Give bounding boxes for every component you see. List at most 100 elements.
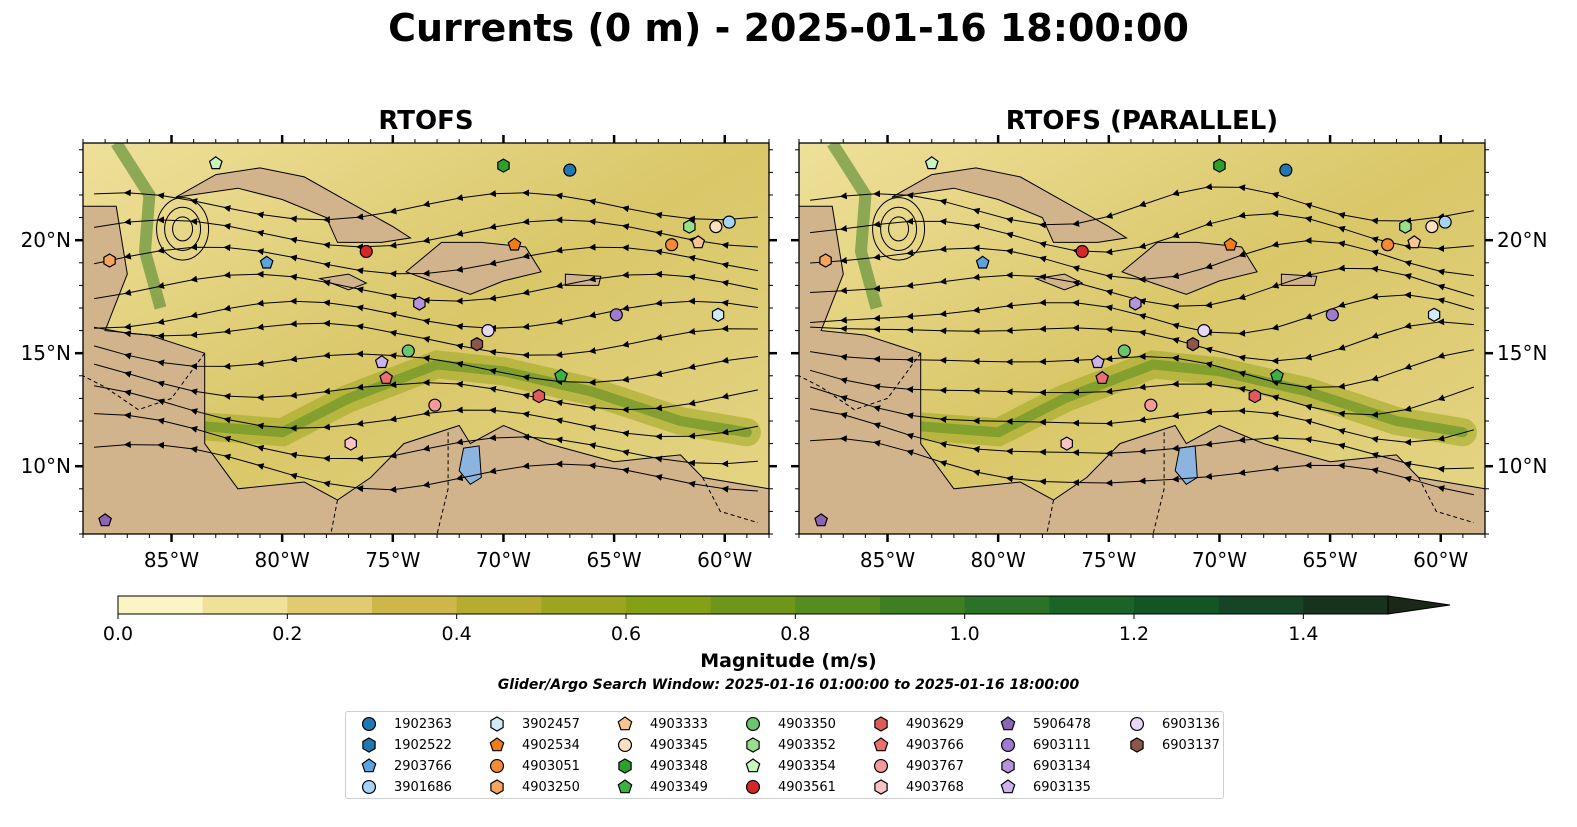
legend-marker-icon [1000,716,1016,731]
colorbar-segment [795,596,881,614]
colorbar-frame [117,595,1389,615]
eddy-streamline [880,206,918,251]
legend-item-4903352: 4903352 [744,735,836,755]
legend-marker-4903629 [874,716,888,732]
legend-marker-4903348 [618,758,632,774]
legend-item-6903135: 6903135 [999,777,1091,797]
legend-marker-icon [874,779,888,795]
colorbar-tick-label: 1.0 [950,623,980,645]
legend-item-4903051: 4903051 [488,756,580,776]
legend-label: 4903349 [650,779,708,795]
legend-item-6903111: 6903111 [999,735,1091,755]
legend-marker-1902522 [362,737,376,753]
colorbar-tick-label: 0.8 [780,623,810,645]
colorbar-tick-label: 0.6 [611,623,641,645]
float-marker-4903629 [1248,388,1262,404]
eddy-streamline [156,197,210,261]
legend-item-4903348: 4903348 [616,756,708,776]
legend-label: 6903135 [1033,779,1091,795]
legend-label: 5906478 [1033,716,1091,732]
legend-marker-6903137 [1130,737,1144,753]
legend-marker-icon [1130,737,1144,753]
legend-marker-4903349 [617,779,633,794]
float-marker-4902534 [507,237,522,251]
legend-marker-5906478 [1000,716,1016,731]
float-marker-2903766 [259,255,274,269]
legend-marker-3901686 [361,779,377,795]
legend-marker-4903352 [746,737,760,753]
country-border [1046,500,1054,534]
legend-label: 4903766 [906,737,964,753]
lon-tick-label: 80°W [971,548,1026,572]
legend-item-4903350: 4903350 [744,714,836,734]
float-marker-2903766 [975,255,990,269]
lat-tick-label: 10°N [21,454,71,478]
colorbar-segment [1303,596,1389,614]
float-marker-4903352 [1399,219,1412,234]
float-marker-4903333 [691,235,706,249]
float-marker-6903134 [413,296,426,311]
legend-marker-4903051 [489,758,505,774]
float-marker-5906478 [98,513,113,527]
legend-marker-icon [362,737,376,753]
colorbar-segment [118,596,204,614]
legend-item-4903768: 4903768 [872,777,964,797]
float-marker-4903561 [1075,244,1089,259]
colorbar-segment [541,596,627,614]
legend-marker-icon [745,779,761,795]
florida-land [215,143,251,144]
float-marker-4903629 [532,388,546,404]
legend-item-1902522: 1902522 [360,735,452,755]
country-border [330,500,338,534]
float-marker-6903135 [1090,354,1105,369]
legend-marker-4903768 [874,779,888,795]
legend-marker-icon [361,716,377,732]
legend-marker-icon [1129,716,1145,732]
eddy-streamline [172,216,194,242]
float-marker-4903354 [208,156,223,170]
figure-title: Currents (0 m) - 2025-01-16 18:00:00 [388,6,1189,50]
legend-label: 4903348 [650,758,708,774]
search-window-note: Glider/Argo Search Window: 2025-01-16 01… [497,677,1080,693]
float-marker-6903111 [1325,308,1339,322]
legend-marker-6903136 [1129,716,1145,732]
float-marker-4902534 [1223,237,1238,251]
legend-item-4903354: 4903354 [744,756,836,776]
legend-item-6903137: 6903137 [1128,735,1220,755]
legend-marker-icon [617,737,633,753]
legend-marker-4903354 [745,758,761,773]
legend-label: 3902457 [522,716,580,732]
colorbar-label: Magnitude (m/s) [700,650,877,672]
eddy-streamline [164,206,202,251]
float-marker-4903051 [665,238,679,252]
legend-label: 4903250 [522,779,580,795]
map-frame [798,142,1486,535]
lon-tick-label: 70°W [1192,548,1247,572]
float-marker-4903333 [1407,235,1422,249]
lat-tick-label: 20°N [21,228,71,252]
colorbar-tick-label: 1.4 [1288,623,1318,645]
lon-tick-label: 75°W [1081,548,1136,572]
colorbar: 0.0 0.2 0.4 0.6 0.8 1.0 1.2 1.4 [103,595,1451,645]
float-marker-4903345 [1425,220,1439,234]
legend-item-1902363: 1902363 [360,714,452,734]
legend-label: 4903051 [522,758,580,774]
legend-marker-4903767 [873,758,889,774]
float-marker-3902457 [711,307,725,322]
legend-marker-4903345 [617,737,633,753]
streamline [94,189,758,224]
float-marker-4903767 [1144,398,1158,412]
legend-item-3901686: 3901686 [360,777,452,797]
legend-marker-icon [873,758,889,774]
legend-marker-icon [746,737,760,753]
legend-item-6903136: 6903136 [1128,714,1220,734]
lon-tick-label: 60°W [1413,548,1468,572]
panel-title-rtofs: RTOFS [378,106,474,136]
streamline [94,319,758,359]
legend-marker-icon [490,716,504,732]
legend-label: 4903768 [906,779,964,795]
legend-item-4903767: 4903767 [872,756,964,776]
colorbar-tick-label: 0.2 [272,623,302,645]
float-marker-4903766 [379,370,394,384]
legend-item-4903629: 4903629 [872,714,964,734]
